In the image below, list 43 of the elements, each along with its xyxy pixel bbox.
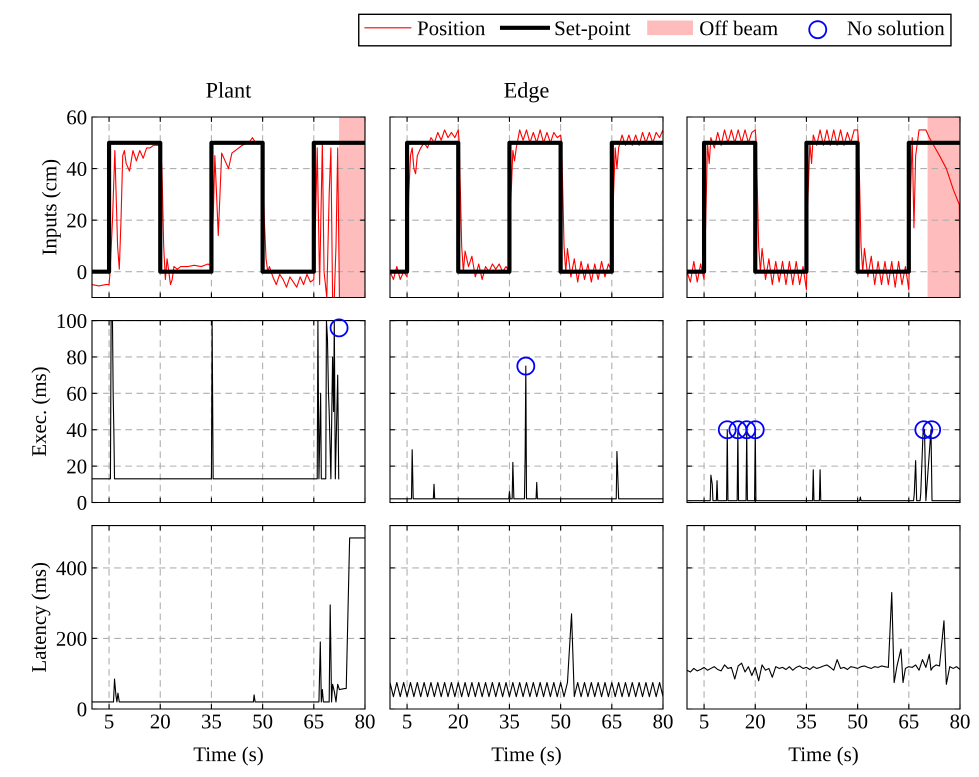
chart-title: Plant: [206, 82, 252, 98]
x-tick-label: 65: [304, 714, 324, 729]
x-axis-title: Time (s): [492, 746, 561, 766]
x-tick-label: 50: [253, 714, 272, 729]
chart-title: Edge: [504, 82, 549, 102]
y-tick-label: 20: [67, 214, 86, 228]
y-tick-label: 0: [78, 496, 86, 510]
y-tick-label: 0: [78, 702, 86, 716]
y-axis-title: Latency (ms): [31, 562, 50, 672]
x-tick-label: 80: [950, 714, 970, 729]
x-tick-label: 20: [448, 714, 468, 729]
x-tick-label: 80: [355, 714, 375, 729]
y-tick-label: 200: [56, 632, 86, 646]
y-tick-label: 100: [58, 314, 86, 328]
x-tick-label: 65: [899, 714, 918, 729]
x-tick-label: 50: [551, 714, 570, 729]
x-tick-label: 5: [403, 714, 412, 729]
y-tick-label: 80: [67, 350, 86, 364]
x-tick-label: 80: [653, 714, 673, 729]
legend-label: Off beam: [700, 20, 778, 36]
x-tick-label: 20: [150, 714, 170, 729]
legend-label: Set-point: [556, 21, 630, 40]
x-tick-label: 35: [202, 714, 222, 729]
x-tick-label: 50: [848, 714, 868, 729]
y-tick-label: 40: [66, 162, 86, 176]
y-axis-title: Inputs (cm): [42, 160, 61, 255]
x-axis-title: Time (s): [194, 746, 263, 766]
x-tick-label: 20: [746, 714, 765, 729]
y-tick-label: 40: [66, 423, 86, 438]
y-tick-label: 400: [56, 561, 86, 576]
y-tick-label: 60: [67, 110, 86, 124]
y-tick-label: 20: [67, 459, 86, 474]
x-tick-label: 35: [797, 714, 816, 729]
x-tick-label: 65: [602, 714, 622, 729]
x-tick-label: 35: [500, 714, 520, 729]
legend-label: Position: [418, 21, 486, 36]
x-axis-title: Time (s): [788, 746, 858, 766]
legend-label: No solution: [848, 20, 944, 36]
y-tick-label: 60: [67, 386, 86, 401]
y-axis-title: Exec. (ms): [31, 367, 50, 456]
x-tick-label: 5: [105, 714, 114, 729]
y-tick-label: 0: [78, 265, 86, 280]
x-tick-label: 5: [700, 714, 708, 729]
